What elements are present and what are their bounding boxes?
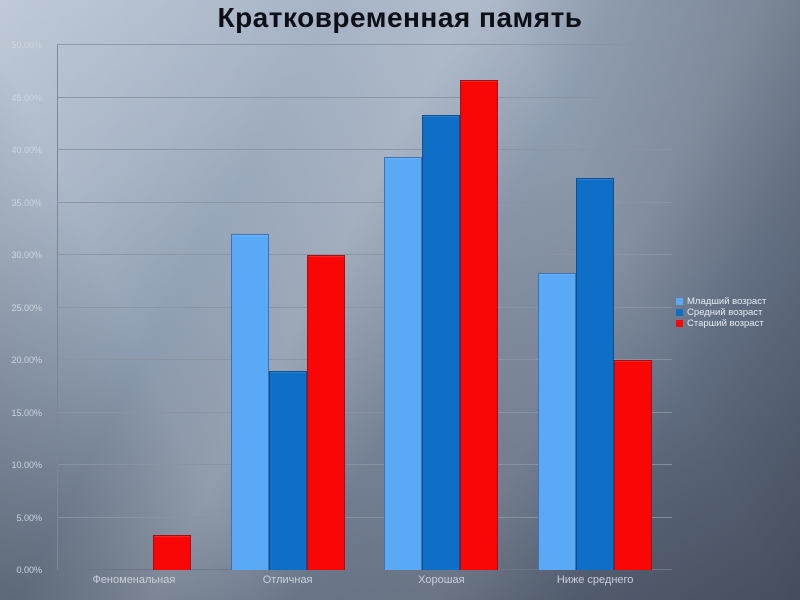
bar xyxy=(538,272,577,570)
y-tick-label: 0.00% xyxy=(16,565,42,575)
gridline xyxy=(57,359,672,360)
x-axis-labels: Феноменальная Отличная Хорошая Ниже среднег… xyxy=(57,574,672,586)
plot-area xyxy=(57,44,672,570)
bar-group-3 xyxy=(365,45,519,570)
y-tick-label: 5.00% xyxy=(16,512,42,523)
bar xyxy=(152,535,191,570)
x-category-label: Отличная xyxy=(262,574,313,586)
bar xyxy=(306,255,345,570)
legend-item: Старший возраст xyxy=(676,317,766,329)
gridline xyxy=(57,201,672,203)
bar xyxy=(576,178,615,570)
y-tick-label: 15.00% xyxy=(11,407,42,418)
bar xyxy=(614,360,653,570)
gridline xyxy=(57,306,672,308)
y-tick-label: 30.00% xyxy=(11,250,42,260)
legend-label: Старший возраст xyxy=(687,317,764,329)
bar-group-1 xyxy=(57,45,211,570)
x-category-label: Ниже среднего xyxy=(556,574,634,586)
bar xyxy=(230,234,269,570)
legend-swatch xyxy=(676,308,683,316)
gridline xyxy=(57,149,672,150)
gridline xyxy=(57,254,672,255)
y-tick-label: 10.00% xyxy=(11,460,42,470)
bar xyxy=(384,157,423,570)
gridline xyxy=(57,44,672,45)
y-tick-label: 40.00% xyxy=(11,145,42,155)
bar-groups xyxy=(57,45,672,570)
gridline xyxy=(57,464,672,465)
chart-title: Кратковременная память xyxy=(217,2,583,33)
y-axis-line xyxy=(57,45,58,570)
x-category-label: Хорошая xyxy=(418,574,465,586)
bar xyxy=(422,115,461,570)
gridline xyxy=(57,96,672,98)
y-axis-labels: 0.00% 5.00% 10.00% 15.00% 20.00% 25.00% 30.00%… xyxy=(0,40,50,575)
y-tick-label: 45.00% xyxy=(11,92,42,103)
y-tick-label: 20.00% xyxy=(11,355,42,365)
legend-item: Средний возраст xyxy=(676,306,766,318)
legend-swatch xyxy=(676,297,683,305)
bar-group-4 xyxy=(518,45,672,570)
x-axis-line xyxy=(57,569,672,570)
bar xyxy=(460,79,499,570)
legend: Младший возраст Средний возраст Старший во… xyxy=(676,296,766,329)
gridline xyxy=(57,516,672,518)
legend-label: Средний возраст xyxy=(687,306,763,318)
legend-item: Младший возраст xyxy=(676,295,767,307)
y-tick-label: 50.00% xyxy=(11,40,42,50)
y-tick-label: 35.00% xyxy=(11,197,42,208)
bar-group-2 xyxy=(211,45,365,570)
legend-label: Младший возраст xyxy=(687,295,767,307)
legend-swatch xyxy=(676,319,683,327)
bar xyxy=(268,370,307,570)
x-category-label: Феноменальная xyxy=(92,574,176,586)
y-tick-label: 25.00% xyxy=(11,302,42,313)
gridline xyxy=(57,411,672,413)
